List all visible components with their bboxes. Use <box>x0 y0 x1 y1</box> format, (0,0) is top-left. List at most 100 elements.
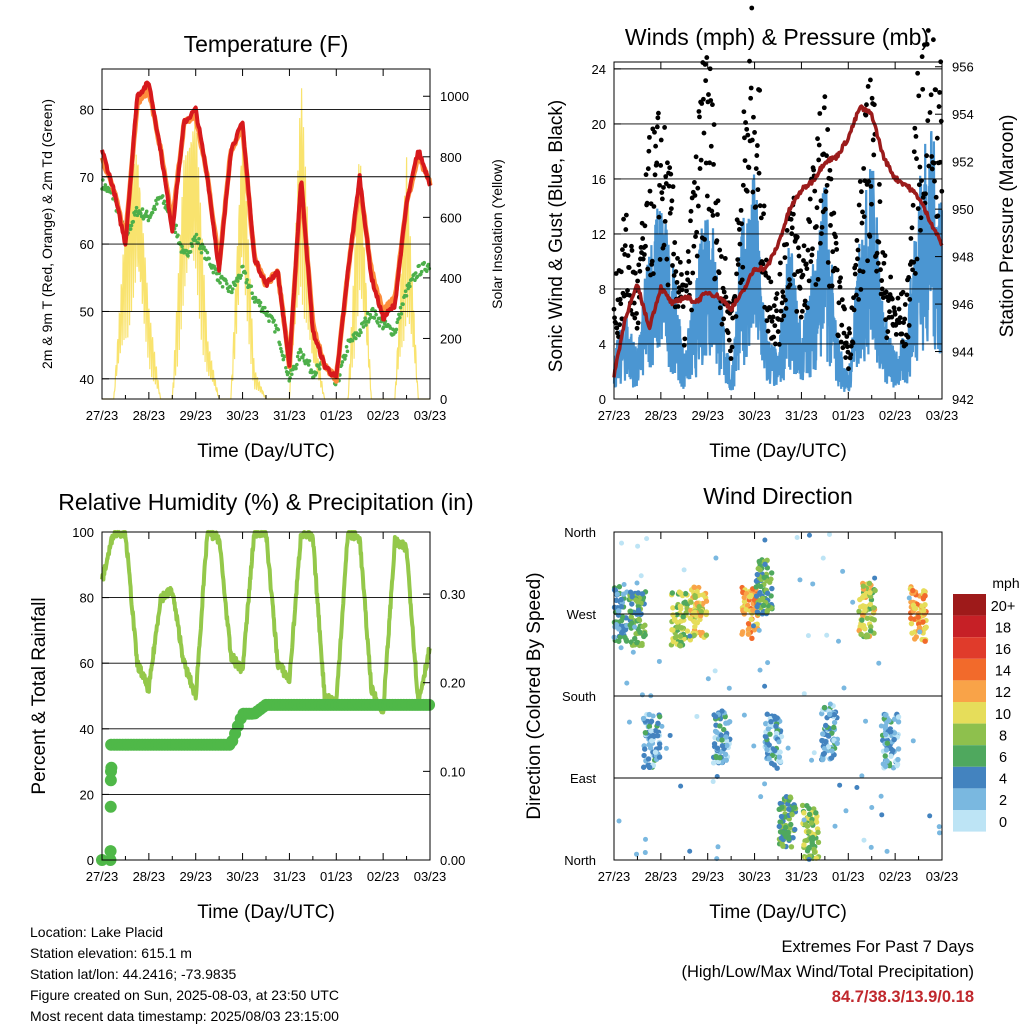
gust-point <box>699 101 705 106</box>
dewpoint-point <box>199 250 204 255</box>
pressure-ytick-label: 944 <box>952 345 974 360</box>
dewpoint-point <box>294 366 298 371</box>
direction-point <box>850 599 856 605</box>
direction-xtick-label: 28/23 <box>645 869 678 884</box>
gust-point <box>938 118 944 124</box>
gust-point <box>733 314 739 319</box>
direction-point <box>617 634 623 640</box>
gust-point <box>744 188 750 194</box>
direction-point <box>705 676 711 682</box>
dewpoint-point <box>278 342 282 347</box>
gust-point <box>881 260 887 266</box>
gust-point <box>798 268 804 274</box>
gust-point <box>794 308 800 314</box>
gust-point <box>863 112 869 118</box>
gust-point <box>835 333 841 339</box>
temperature-ytick-label: 70 <box>80 170 94 185</box>
humidity-precip-grid <box>102 531 430 861</box>
direction-point <box>688 599 694 605</box>
gust-point <box>911 259 917 265</box>
gust-point <box>848 352 854 358</box>
dewpoint-point <box>343 357 347 361</box>
gust-point <box>721 289 727 295</box>
gust-point <box>757 87 763 93</box>
direction-point <box>620 591 627 597</box>
gust-point <box>703 78 709 84</box>
direction-point <box>682 599 688 605</box>
gust-point <box>653 143 659 149</box>
dewpoint-point <box>297 357 302 362</box>
dewpoint-point <box>354 336 358 341</box>
direction-point <box>936 830 942 836</box>
direction-point <box>751 743 757 749</box>
gust-point <box>782 255 788 261</box>
gust-point <box>748 95 754 101</box>
gust-point <box>704 55 710 60</box>
dewpoint-point <box>241 264 245 269</box>
gust-point <box>893 332 899 337</box>
dewpoint-point <box>214 268 218 272</box>
direction-point <box>854 784 860 790</box>
dewpoint-point <box>188 249 193 254</box>
direction-point <box>634 639 640 646</box>
gust-point <box>924 41 930 47</box>
direction-point <box>634 580 640 586</box>
temperature-xtick-label: 03/23 <box>414 408 447 423</box>
station-pressure-line <box>612 104 944 378</box>
direction-point <box>764 609 770 615</box>
gust-point <box>690 270 696 276</box>
gust-point <box>694 253 700 259</box>
gust-point <box>842 306 847 312</box>
direction-point <box>748 616 754 623</box>
direction-point <box>753 593 760 599</box>
dewpoint-point <box>344 344 349 349</box>
gust-point <box>658 163 664 168</box>
gust-point <box>629 248 635 253</box>
direction-point <box>644 536 650 542</box>
direction-point <box>635 590 641 596</box>
gust-point <box>906 323 912 328</box>
legend-label: 12 <box>995 685 1011 701</box>
direction-point <box>824 632 830 638</box>
dewpoint-point <box>211 270 216 275</box>
direction-point <box>754 571 761 578</box>
legend-label: 4 <box>999 772 1007 788</box>
direction-point <box>618 604 625 610</box>
direction-point <box>639 591 646 597</box>
direction-point <box>810 581 816 587</box>
dewpoint-point <box>230 290 234 295</box>
dewpoint-point <box>413 278 417 282</box>
dewpoint-point <box>155 202 159 206</box>
dewpoint-point <box>295 362 299 367</box>
gust-point <box>900 339 905 345</box>
gust-point <box>883 289 889 295</box>
direction-point <box>776 754 783 760</box>
solar-ytick-label: 0 <box>440 392 447 407</box>
wind-ytick-label: 8 <box>599 282 606 297</box>
pressure-ytick-label: 942 <box>952 392 974 407</box>
temperature-xtick-label: 31/23 <box>273 408 306 423</box>
gust-point <box>662 219 668 224</box>
solar-ytick-label: 200 <box>440 331 462 346</box>
direction-point <box>820 555 826 561</box>
direction-point <box>759 595 766 602</box>
rh-ytick-label: 100 <box>72 525 94 540</box>
direction-point <box>888 753 894 759</box>
dewpoint-point <box>180 244 184 249</box>
direction-point <box>677 633 684 639</box>
direction-xtick-label: 02/23 <box>879 869 912 884</box>
direction-point <box>821 746 827 752</box>
rh-ytick-label: 0 <box>87 853 94 868</box>
gust-point <box>710 213 716 218</box>
direction-point <box>876 660 882 666</box>
dewpoint-point <box>376 321 380 325</box>
gust-point <box>714 238 720 244</box>
direction-point <box>843 808 849 814</box>
direction-point <box>809 834 816 841</box>
direction-point <box>787 794 794 800</box>
gust-point <box>817 240 823 246</box>
gust-point <box>688 218 693 224</box>
gust-point <box>689 307 694 313</box>
gust-point <box>936 104 942 109</box>
direction-point <box>868 844 874 850</box>
